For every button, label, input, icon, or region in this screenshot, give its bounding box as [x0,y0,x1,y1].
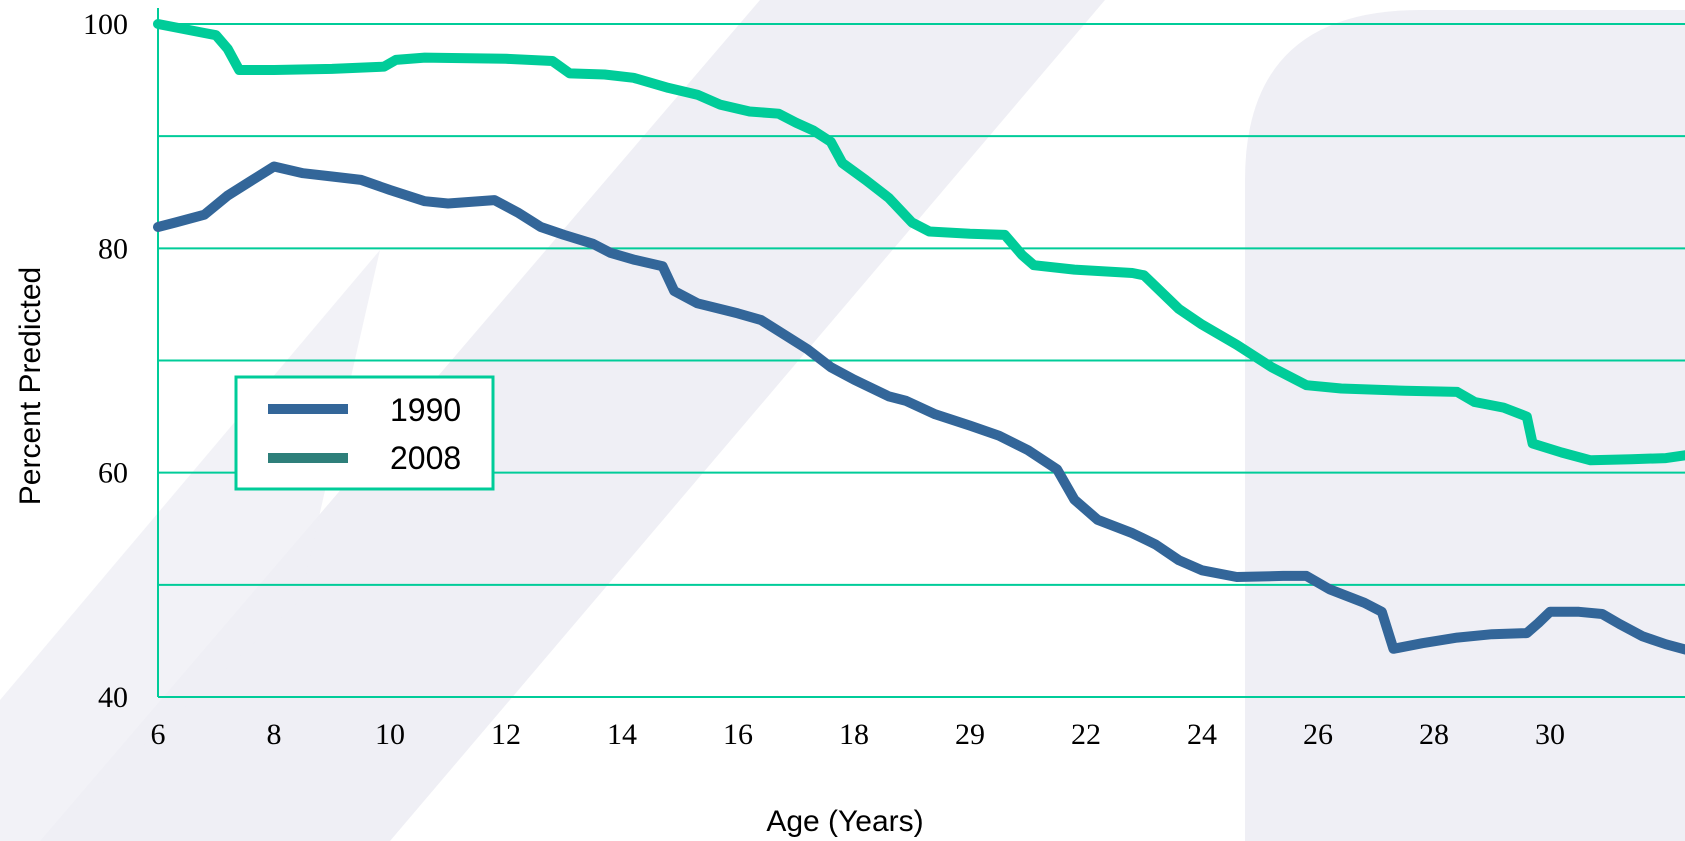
series-line-2008 [153,19,1685,466]
x-tick-label-0: 6 [151,718,166,751]
legend: 1990 2008 [234,375,495,491]
x-tick-label-1: 8 [267,718,282,751]
legend-label-1990: 1990 [390,392,461,428]
x-axis-label: Age (Years) [766,805,923,838]
y-tick-label-40: 40 [98,681,128,714]
legend-label-2008: 2008 [390,440,461,476]
x-tick-label-10: 26 [1303,718,1333,751]
y-tick-label-60: 60 [98,457,128,490]
x-tick-label-8: 22 [1071,718,1101,751]
x-tick-label-11: 28 [1419,718,1449,751]
x-tick-label-7: 29 [955,718,985,751]
x-tick-label-5: 16 [723,718,753,751]
series-line-1990 [153,161,1685,655]
x-tick-label-9: 24 [1187,718,1217,751]
x-tick-label-6: 18 [839,718,869,751]
x-tick-label-4: 14 [607,718,637,751]
legend-box [234,375,495,491]
y-tick-labels: 40 60 80 100 [83,8,128,714]
x-tick-labels: 6 8 10 12 14 16 18 29 22 24 26 28 30 [151,718,1566,751]
x-tick-label-12: 30 [1535,718,1565,751]
x-tick-label-3: 12 [491,718,521,751]
y-axis-label: Percent Predicted [14,267,47,505]
series-layer [153,19,1685,655]
y-tick-label-100: 100 [83,8,128,41]
axes [157,8,1685,698]
y-tick-label-80: 80 [98,232,128,265]
x-tick-label-2: 10 [375,718,405,751]
gridlines [158,23,1685,586]
